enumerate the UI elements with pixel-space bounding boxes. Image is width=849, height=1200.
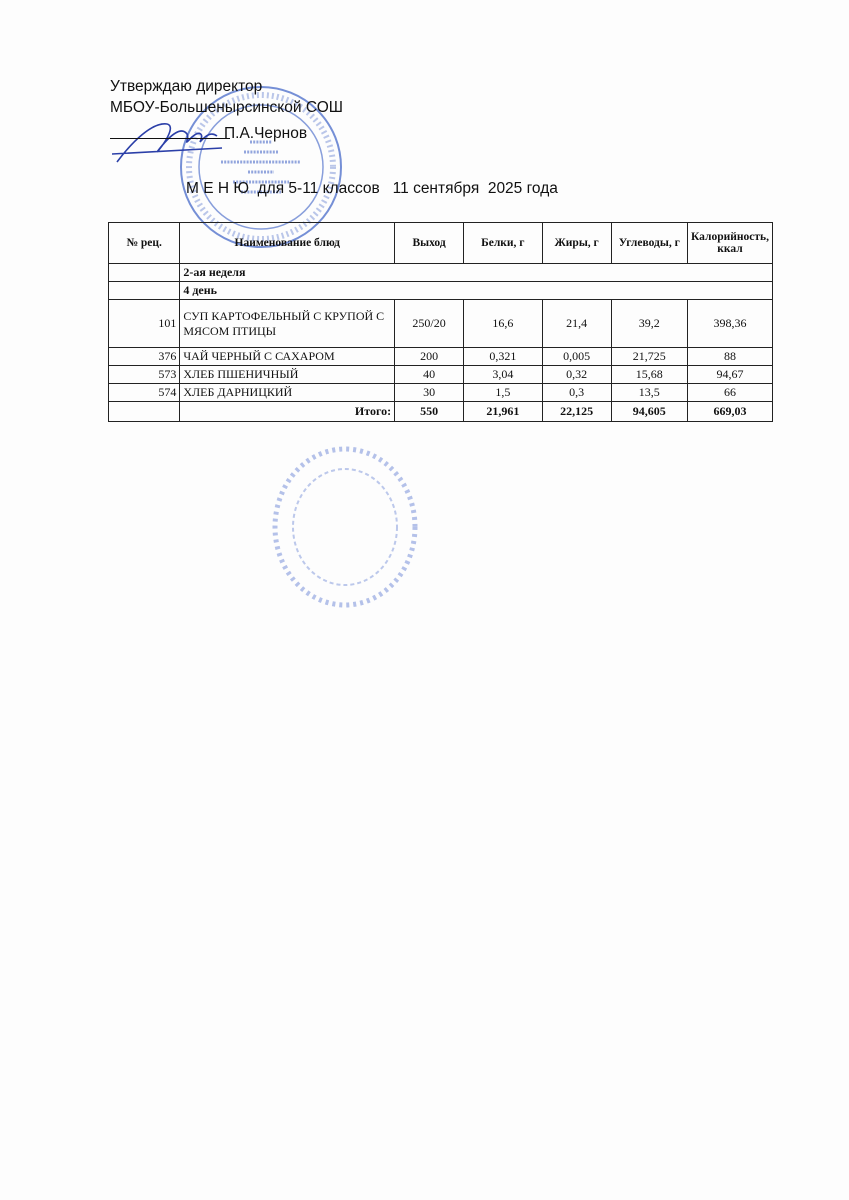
table-row: 573 ХЛЕБ ПШЕНИЧНЫЙ 40 3,04 0,32 15,68 94,67 bbox=[107, 365, 774, 384]
day-row: 4 день bbox=[107, 281, 773, 300]
header-code: № рец. bbox=[107, 222, 181, 264]
total-row: Итого: 550 21,961 22,125 94,605 669,03 bbox=[107, 401, 774, 422]
school-name: МБОУ-Большенырсинской СОШ bbox=[110, 99, 343, 116]
header-name: Наименование блюд bbox=[179, 222, 396, 264]
header-yield: Выход bbox=[394, 222, 465, 264]
header-fat: Жиры, г bbox=[541, 222, 612, 264]
signature bbox=[112, 123, 223, 163]
signature-line bbox=[110, 138, 230, 139]
faded-seal bbox=[272, 446, 418, 608]
week-label: 2-ая неделя bbox=[179, 263, 773, 282]
header-kcal: Калорийность, ккал bbox=[686, 222, 774, 264]
table-header-row: № рец. Наименование блюд Выход Белки, г … bbox=[107, 222, 774, 264]
menu-table: № рец. Наименование блюд Выход Белки, г … bbox=[107, 222, 774, 422]
signatory-name: П.А.Чернов bbox=[224, 125, 308, 142]
table-row: 101 СУП КАРТОФЕЛЬНЫЙ С КРУПОЙ С МЯСОМ ПТИ… bbox=[107, 299, 774, 348]
page-title: М Е Н Ю для 5-11 классов 11 сентября 202… bbox=[186, 180, 558, 197]
approval-line: Утверждаю директор bbox=[110, 78, 263, 95]
day-label: 4 день bbox=[179, 281, 773, 300]
header-protein: Белки, г bbox=[463, 222, 543, 264]
table-row: 376 ЧАЙ ЧЕРНЫЙ С САХАРОМ 200 0,321 0,005 21… bbox=[107, 347, 774, 366]
header-carbs: Углеводы, г bbox=[610, 222, 688, 264]
total-label: Итого: bbox=[179, 401, 396, 422]
week-row: 2-ая неделя bbox=[107, 263, 773, 282]
table-row: 574 ХЛЕБ ДАРНИЦКИЙ 30 1,5 0,3 13,5 66 bbox=[107, 383, 774, 402]
